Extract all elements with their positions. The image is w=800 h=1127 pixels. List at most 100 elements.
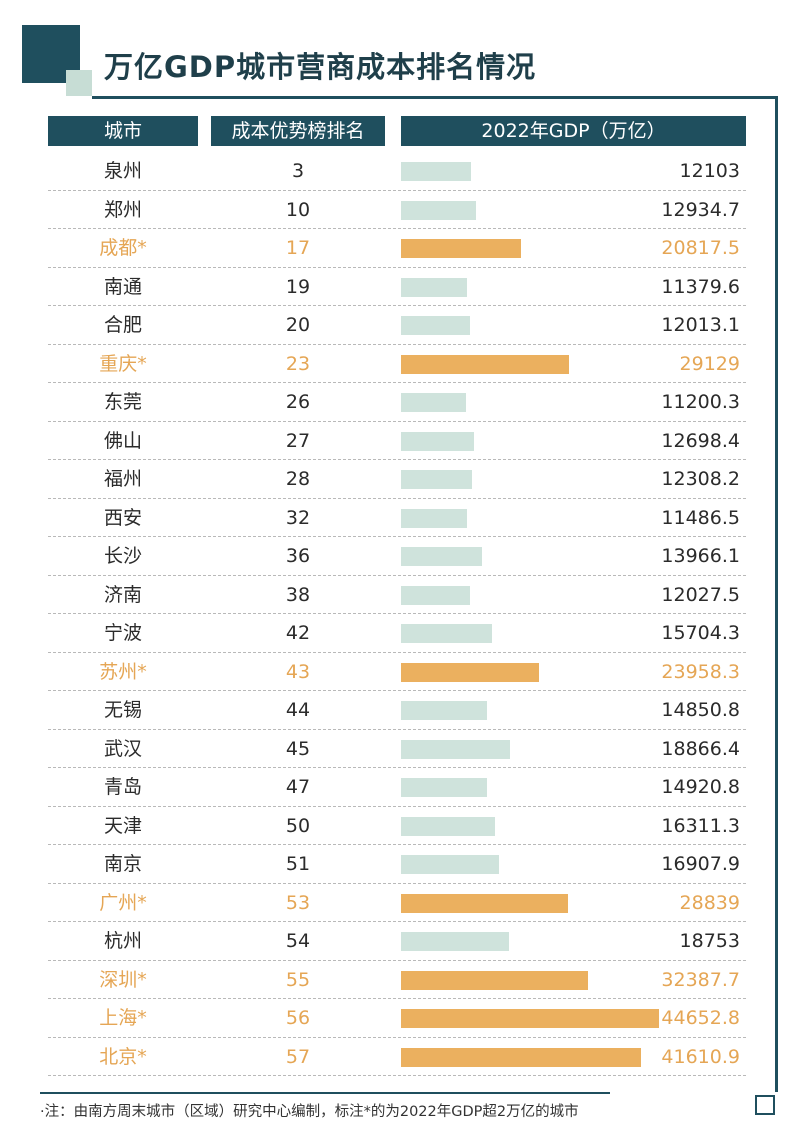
- rank-cell: 19: [285, 275, 311, 298]
- gdp-value-label: 14920.8: [661, 776, 740, 798]
- gdp-bar: [401, 393, 466, 412]
- column-header-rank: 成本优势榜排名: [211, 116, 385, 146]
- table-row: 福州 28 12308.2: [48, 460, 746, 499]
- table-row: 泉州 3 12103: [48, 152, 746, 191]
- rank-cell: 20: [285, 314, 311, 336]
- row-divider: [48, 189, 746, 191]
- gdp-value-label: 14850.8: [661, 699, 740, 721]
- gdp-value-label: 11486.5: [661, 506, 740, 529]
- gdp-bar: [401, 1047, 641, 1067]
- rank-cell: 43: [285, 660, 311, 683]
- rank-cell: 54: [285, 930, 311, 952]
- table-row: 长沙 36 13966.1: [48, 537, 746, 576]
- gdp-value-label: 41610.9: [661, 1045, 740, 1068]
- gdp-value-label: 12103: [679, 160, 740, 182]
- table-row: 天津 50 16311.3: [48, 807, 746, 845]
- gdp-value-label: 20817.5: [661, 237, 740, 259]
- frame-top-border: [92, 96, 778, 99]
- gdp-bar: [401, 1009, 659, 1028]
- table-row: 西安 32 11486.5: [48, 499, 746, 537]
- gdp-value-label: 28839: [679, 891, 740, 914]
- frame-right-border: [775, 96, 778, 1092]
- rank-cell: 44: [285, 699, 311, 721]
- rank-cell: 23: [285, 352, 311, 375]
- rank-cell: 53: [285, 891, 311, 914]
- gdp-bar: [401, 739, 510, 759]
- table-row: 宁波 42 15704.3: [48, 614, 746, 653]
- title-decoration-light: [66, 70, 92, 96]
- table-row: 东莞 26 11200.3: [48, 383, 746, 422]
- rank-cell: 17: [285, 237, 311, 259]
- row-divider: [48, 228, 746, 229]
- table-row: 无锡 44 14850.8: [48, 691, 746, 730]
- gdp-bar: [401, 662, 539, 682]
- gdp-value-label: 18866.4: [661, 737, 740, 760]
- rank-cell: 36: [285, 545, 311, 567]
- gdp-value-label: 11200.3: [661, 391, 740, 413]
- city-cell: 天津: [103, 814, 142, 837]
- gdp-value-label: 12934.7: [661, 198, 740, 221]
- gdp-bar: [401, 316, 470, 335]
- gdp-bar: [401, 701, 487, 720]
- row-divider: [48, 266, 746, 268]
- rank-cell: 38: [285, 583, 311, 606]
- table-row: 重庆* 23 29129: [48, 345, 746, 383]
- gdp-bar: [401, 932, 509, 951]
- rank-cell: 51: [285, 853, 311, 875]
- gdp-value-label: 16311.3: [661, 814, 740, 837]
- gdp-bar: [401, 970, 588, 990]
- row-divider: [48, 574, 746, 576]
- city-cell: 东莞: [103, 391, 142, 413]
- row-divider: [48, 459, 746, 460]
- gdp-value-label: 12027.5: [661, 583, 740, 606]
- gdp-bar: [401, 585, 470, 605]
- city-cell: 上海*: [99, 1007, 147, 1029]
- gdp-bar: [401, 239, 521, 258]
- rank-cell: 27: [285, 429, 311, 452]
- row-divider: [48, 921, 746, 922]
- row-divider: [48, 420, 746, 422]
- city-cell: 泉州: [103, 160, 142, 182]
- gdp-bar: [401, 162, 471, 181]
- rank-cell: 10: [285, 198, 311, 221]
- city-cell: 合肥: [103, 314, 142, 336]
- row-divider: [48, 536, 746, 537]
- table-row: 杭州 54 18753: [48, 922, 746, 961]
- column-header-city: 城市: [48, 116, 198, 146]
- city-cell: 无锡: [103, 699, 142, 721]
- row-divider: [48, 497, 746, 499]
- row-divider: [48, 690, 746, 691]
- city-cell: 杭州: [103, 930, 142, 952]
- city-cell: 北京*: [99, 1045, 147, 1068]
- rank-cell: 32: [285, 506, 311, 529]
- row-divider: [48, 305, 746, 306]
- city-cell: 福州: [103, 468, 142, 490]
- column-header-gdp: 2022年GDP（万亿）: [401, 116, 746, 146]
- city-cell: 宁波: [103, 622, 142, 644]
- gdp-value-label: 12698.4: [661, 429, 740, 452]
- city-cell: 南通: [103, 275, 142, 298]
- rank-cell: 26: [285, 391, 311, 413]
- rank-cell: 45: [285, 737, 311, 760]
- table-row: 青岛 47 14920.8: [48, 768, 746, 807]
- city-cell: 佛山: [103, 429, 142, 452]
- gdp-value-label: 32387.7: [661, 968, 740, 991]
- gdp-value-label: 12013.1: [661, 314, 740, 336]
- gdp-value-label: 11379.6: [661, 275, 740, 298]
- table-row: 武汉 45 18866.4: [48, 730, 746, 768]
- city-cell: 成都*: [99, 237, 147, 259]
- row-divider: [48, 805, 746, 807]
- table-row: 北京* 57 41610.9: [48, 1038, 746, 1076]
- frame-bottom-border: [40, 1092, 610, 1094]
- table-row: 上海* 56 44652.8: [48, 999, 746, 1038]
- city-cell: 长沙: [103, 545, 142, 567]
- gdp-bar: [401, 893, 568, 913]
- city-cell: 广州*: [99, 891, 147, 914]
- rank-cell: 42: [285, 622, 311, 644]
- city-cell: 重庆*: [99, 352, 147, 375]
- rank-cell: 56: [285, 1007, 311, 1029]
- row-divider: [48, 882, 746, 884]
- row-divider: [48, 343, 746, 345]
- rank-cell: 3: [291, 160, 305, 182]
- row-divider: [48, 728, 746, 730]
